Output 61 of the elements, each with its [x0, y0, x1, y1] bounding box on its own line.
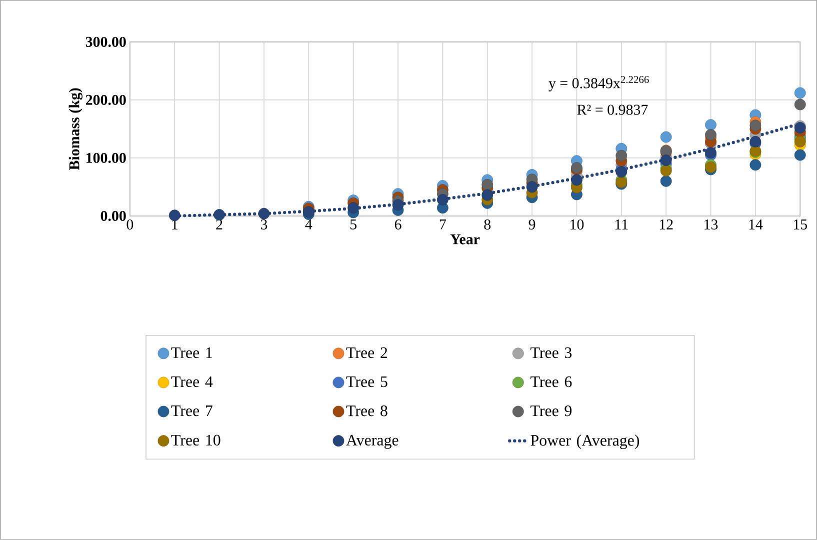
y-tick-label: 100.00	[86, 152, 126, 164]
legend-label: Tree 10	[171, 434, 220, 446]
x-tick-label: 9	[528, 219, 536, 230]
legend-label: Power (Average)	[530, 434, 640, 450]
point	[750, 159, 762, 171]
point	[705, 119, 716, 131]
x-tick-label: 4	[305, 220, 312, 230]
y-tick-label: 300.00	[86, 36, 126, 48]
point	[660, 154, 672, 166]
point	[660, 165, 672, 176]
point	[571, 174, 582, 186]
point	[794, 98, 806, 110]
point	[794, 136, 806, 148]
annotation: y = 0.3849x$^{2.2266}$	[548, 76, 649, 92]
point	[302, 206, 314, 218]
point	[794, 149, 806, 161]
point	[705, 162, 716, 173]
x-tick-label: 0	[126, 219, 134, 230]
point	[168, 210, 180, 222]
x-tick-label: 6	[394, 219, 402, 230]
y-axis-title: Biomass (kg)	[68, 88, 82, 170]
point	[705, 129, 716, 140]
point	[482, 189, 494, 201]
legend-label: Tree 6	[530, 376, 572, 388]
x-axis-title: Year	[450, 234, 480, 244]
x-tick-label: 15	[794, 220, 807, 230]
x-tick-label: 11	[616, 220, 628, 230]
legend-label: Tree 1	[171, 347, 212, 358]
point	[660, 175, 672, 187]
x-tick-label: 14	[749, 220, 763, 230]
legend-label: Tree 3	[530, 347, 572, 358]
x-tick-label: 7	[440, 219, 446, 230]
x-tick-label: 5	[350, 219, 356, 230]
legend-label: Tree 7	[171, 406, 212, 416]
y-tick-label: 200.00	[86, 94, 126, 106]
point	[526, 181, 538, 193]
point	[660, 131, 672, 143]
point	[616, 166, 628, 178]
y-tick-label: 0.00	[100, 210, 126, 222]
legend-label: Tree 4	[171, 376, 213, 388]
annotation: R² = 0.9837	[577, 104, 648, 115]
point	[482, 178, 494, 190]
x-tick-label: 8	[484, 219, 491, 230]
x-tick-label: 12	[660, 219, 673, 230]
point	[616, 150, 628, 162]
legend-label: Tree 5	[346, 376, 388, 388]
legend-label: Tree 9	[530, 406, 572, 416]
x-tick-label: 10	[570, 219, 584, 230]
point	[436, 194, 448, 206]
point	[392, 199, 404, 211]
x-tick-label: 3	[260, 219, 268, 230]
point	[214, 209, 225, 221]
point	[258, 208, 270, 220]
point	[794, 87, 806, 99]
legend-label: Tree 8	[346, 406, 388, 416]
x-tick-label: 13	[704, 219, 718, 230]
legend-label: Average	[346, 434, 398, 449]
legend-label: Tree 2	[346, 347, 388, 358]
point	[750, 120, 762, 132]
point	[705, 147, 716, 158]
point	[348, 202, 360, 214]
